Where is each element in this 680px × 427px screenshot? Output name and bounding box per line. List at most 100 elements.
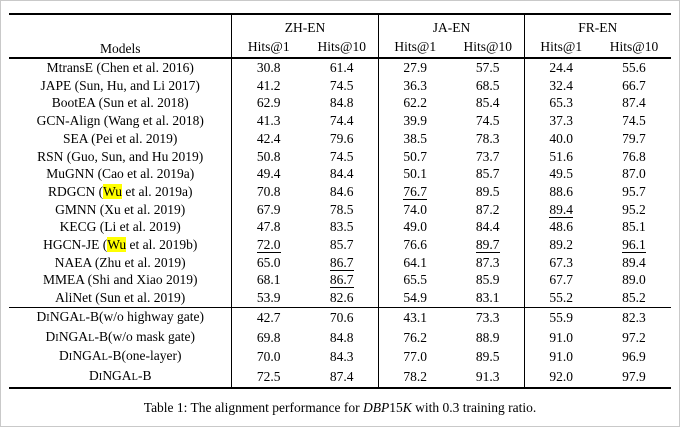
metric-cell: 70.8 [230, 182, 306, 201]
metric-cell: 76.2 [377, 327, 452, 348]
metric-cell: 42.7 [230, 307, 306, 328]
metric-cell: 41.3 [230, 112, 306, 130]
metric-cell: 89.5 [475, 183, 500, 199]
table-row: RDGCN (Wu et al. 2019a) 70.8 84.6 76.7 89.5 8… [9, 182, 670, 201]
metric-cell: 65.3 [523, 94, 598, 113]
metric-cell: 95.2 [622, 201, 646, 217]
metric-cell: 27.9 [377, 58, 452, 77]
metric-cell: 89.7 [451, 236, 524, 254]
metric-cell: 49.0 [377, 218, 452, 237]
metric-cell: 82.6 [329, 290, 354, 306]
metric-cell: 86.7 [305, 254, 378, 272]
metric-cell: 86.7 [305, 271, 378, 289]
table-row: AliNet (Sun et al. 2019) 53.9 82.6 54.9 83.1… [9, 289, 670, 308]
text-segment: -B(one-layer) [108, 348, 182, 364]
metric-cell: 87.2 [475, 201, 500, 217]
text-segment: D [58, 348, 69, 364]
table-row: SEA (Pei et al. 2019) 42.4 79.6 38.5 78.3 40.… [9, 129, 670, 148]
metric-cell: 47.8 [230, 218, 306, 237]
model-name-cell: AliNet (Sun et al. 2019) [9, 289, 231, 307]
col-group-zh-en: ZH-EN [230, 14, 379, 36]
metric-cell: 79.6 [329, 130, 354, 146]
model-name-cell: RSN (Guo, Sun, and Hu 2019) [9, 148, 231, 166]
metric-cell: 57.5 [475, 60, 500, 75]
table-row: JAPE (Sun, Hu, and Li 2017) 41.2 74.5 36.3 6… [9, 76, 670, 95]
table-caption: Table 1: The alignment performance for D… [1, 400, 679, 416]
metric-cell: 83.1 [475, 290, 500, 306]
metric-cell: 89.4 [622, 254, 646, 270]
smallcaps-text: L [79, 312, 86, 324]
smallcaps-text: L [101, 352, 109, 364]
text-segment: with 0.3 training ratio. [411, 399, 537, 415]
metric-cell: 83.5 [329, 219, 354, 235]
underlined-value: 89.4 [549, 201, 574, 218]
metric-cell: 62.2 [377, 94, 452, 113]
text-segment: NGA [49, 308, 80, 324]
metric-cell: 40.0 [523, 129, 598, 148]
text-segment: D [88, 367, 99, 383]
metric-cell: 89.0 [622, 272, 646, 288]
metric-cell: 51.6 [523, 147, 598, 166]
text-segment: SEA (Pei et al. 2019) [63, 130, 178, 146]
table-row: RSN (Guo, Sun, and Hu 2019) 50.8 74.5 50.7 7… [9, 147, 670, 166]
metric-cell: 49.5 [523, 165, 598, 183]
underlined-value: 76.7 [403, 183, 428, 200]
metric-cell: 73.7 [475, 148, 500, 164]
metric-cell: 89.4 [523, 200, 598, 219]
text-segment: JAPE (Sun, Hu, and Li 2017) [40, 77, 200, 93]
text-segment: -B(w/o highway gate) [85, 308, 205, 324]
text-segment: -B(w/o mask gate) [94, 328, 196, 344]
metric-cell: 61.4 [329, 60, 354, 75]
model-name-cell: MtransE (Chen et al. 2016) [9, 58, 231, 77]
metric-cell: 77.0 [377, 347, 452, 367]
metric-cell: 87.4 [622, 95, 646, 111]
text-segment: -B [138, 367, 152, 383]
metric-cell: 97.2 [622, 329, 646, 345]
metric-cell: 87.3 [475, 254, 500, 270]
metric-cell: 74.0 [377, 200, 452, 219]
table-row: DINGAL-B(one-layer) 70.0 84.3 77.0 89.5 91.0 9… [9, 347, 670, 367]
table-row: MMEA (Shi and Xiao 2019) 68.1 86.7 65.5 85.9… [9, 271, 670, 290]
metric-cell: 64.1 [377, 253, 452, 272]
table-row: MuGNN (Cao et al. 2019a) 49.4 84.4 50.1 85.7… [9, 165, 670, 183]
underlined-value: 89.7 [475, 237, 500, 254]
metric-cell: 97.9 [622, 368, 646, 384]
model-name-cell: DINGAL-B(w/o highway gate) [9, 307, 231, 327]
model-name-cell: DINGAL-B [9, 367, 231, 388]
text-segment: NGA [102, 367, 132, 383]
metric-cell: 69.8 [230, 327, 306, 348]
metric-cell: 42.4 [230, 129, 306, 148]
table-row: MtransE (Chen et al. 2016) 30.8 61.4 27.9 57… [9, 58, 670, 77]
model-name-cell: JAPE (Sun, Hu, and Li 2017) [9, 77, 231, 95]
metric-cell: 66.7 [622, 77, 646, 93]
text-segment: MtransE (Chen et al. 2016) [46, 60, 194, 75]
metric-cell: 65.5 [377, 271, 452, 290]
col-header-hits-at-1: Hits@1 [377, 36, 452, 58]
metric-cell: 74.5 [475, 113, 500, 129]
col-header-hits-at-1: Hits@1 [230, 36, 306, 58]
metric-cell: 30.8 [230, 58, 306, 77]
metric-cell: 89.2 [523, 236, 598, 254]
metric-cell: 70.0 [230, 347, 306, 367]
model-name-cell: HGCN-JE (Wu et al. 2019b) [9, 236, 231, 254]
text-segment: D [36, 308, 47, 324]
underlined-value: 96.1 [622, 237, 646, 254]
metric-cell: 78.2 [377, 366, 452, 388]
text-segment: AliNet (Sun et al. 2019) [55, 290, 186, 306]
metric-cell: 68.5 [475, 77, 500, 93]
text-segment: HGCN-JE ( [43, 237, 108, 253]
metric-cell: 87.4 [329, 368, 354, 384]
col-header-hits-at-1: Hits@1 [523, 36, 598, 58]
metric-cell: 84.4 [329, 166, 354, 182]
italic-text: K [402, 399, 412, 415]
header-group-row: Models ZH-EN JA-EN FR-EN [9, 14, 671, 56]
metric-cell: 92.0 [523, 366, 598, 388]
metric-cell: 84.4 [475, 219, 500, 235]
metric-cell: 32.4 [523, 76, 598, 95]
metric-cell: 85.7 [329, 237, 354, 253]
text-segment: et al. 2019a) [122, 183, 193, 199]
col-header-hits-at-10: Hits@10 [463, 38, 512, 54]
model-name-cell: MuGNN (Cao et al. 2019a) [9, 165, 231, 183]
text-segment: GCN-Align (Wang et al. 2018) [36, 113, 204, 129]
metric-cell: 55.2 [523, 289, 598, 308]
